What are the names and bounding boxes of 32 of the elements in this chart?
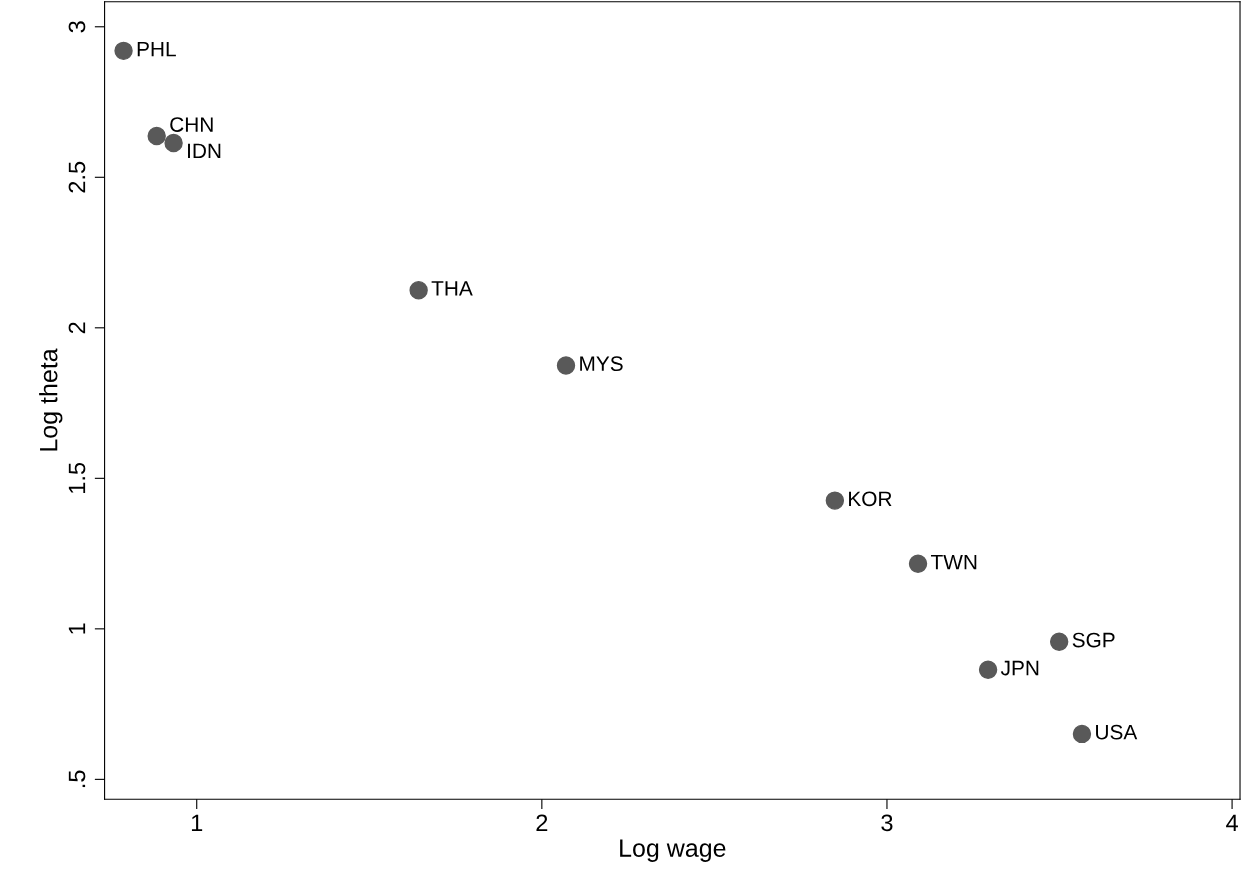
x-tick-label: 2 [536,814,548,831]
point [114,41,133,61]
y-tick-label: 1.5 [68,462,86,493]
point [556,356,576,375]
annotation: CHN [170,117,213,132]
annotation: THA [431,281,473,296]
point [908,554,928,574]
x-axis-title: Log wage [620,839,726,862]
annotation: USA [1096,724,1138,740]
x-tick-label: 3 [881,814,893,832]
annotation: JPN [1000,660,1039,676]
x-tick-label: 1 [191,814,203,831]
annotation: IDN [188,143,221,159]
y-tick-label: .5 [68,770,86,788]
y-tick-label: 3 [68,21,86,33]
annotation: MYS [580,356,623,372]
point [1049,632,1069,651]
point [164,133,183,153]
point [825,491,845,510]
point [978,660,998,679]
annotation: SGP [1072,632,1115,648]
y-axis-title: Log theta [39,348,63,451]
point [1072,724,1092,744]
x-tick-label: 4 [1226,814,1238,831]
annotation: KOR [849,491,892,507]
annotation: TWN [930,554,977,570]
y-tick-label: 2.5 [68,161,86,193]
annotation: PHL [137,41,176,57]
y-tick-label: 1 [68,623,86,634]
y-tick-label: 2 [68,322,86,334]
point [147,126,166,146]
point [409,280,428,300]
